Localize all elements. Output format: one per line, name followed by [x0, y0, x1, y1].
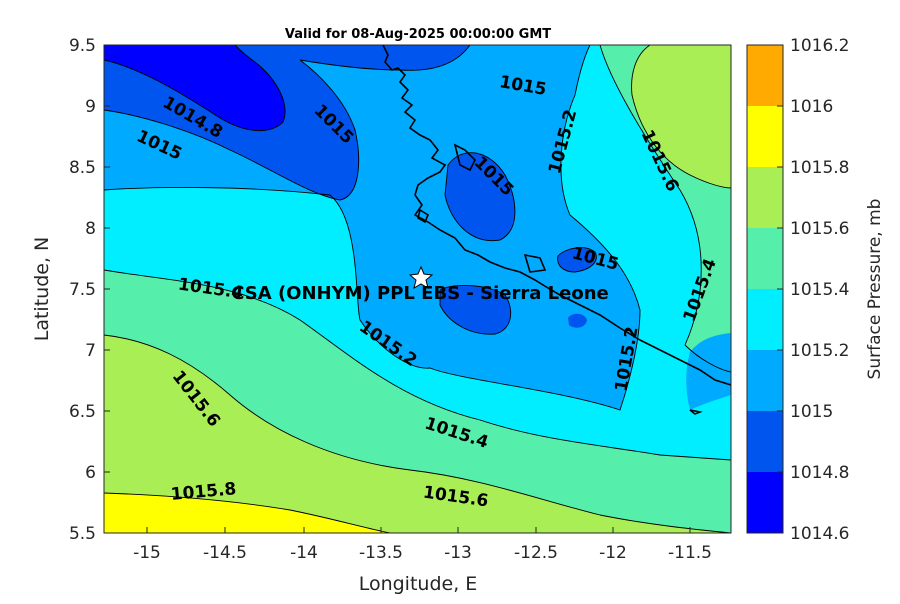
y-tick-label: 6 — [85, 463, 96, 483]
y-tick-label: 8 — [85, 219, 96, 239]
y-ticks — [104, 44, 110, 534]
colorbar-tick-label: 1015.8 — [790, 158, 849, 178]
colorbar-swatch — [747, 350, 783, 411]
x-tick-label: -14 — [290, 543, 318, 563]
colorbar-swatches — [747, 45, 783, 533]
colorbar-tick-label: 1015.6 — [790, 219, 849, 239]
y-tick-label: 7 — [85, 341, 96, 361]
x-tick-label: -11.5 — [668, 543, 712, 563]
y-axis: 9.5 9 8.5 8 7.5 7 6.5 6 5.5 Latitude, N — [31, 36, 110, 544]
y-tick-label: 9 — [85, 97, 96, 117]
contour-lines — [104, 45, 731, 533]
y-tick-label: 8.5 — [69, 158, 96, 178]
colorbar-tick-label: 1014.6 — [790, 524, 849, 544]
y-axis-label: Latitude, N — [31, 237, 53, 342]
fill-band-1014-6 — [104, 45, 285, 131]
colorbar-swatch — [747, 167, 783, 228]
fill-band-1014-8-center — [445, 152, 515, 241]
x-tick-label: -15 — [133, 543, 161, 563]
x-tick-label: -13.5 — [359, 543, 403, 563]
y-tick-label: 5.5 — [69, 524, 96, 544]
site-marker[interactable]: CSA (ONHYM) PPL EBS - Sierra Leone — [231, 265, 609, 304]
colorbar-ticks — [777, 44, 783, 534]
colorbar-tick-label: 1015 — [790, 402, 833, 422]
fill-band-1014-8-dot — [568, 313, 587, 328]
fill-band-1015-6-right — [631, 45, 731, 188]
colorbar-swatch — [747, 45, 783, 106]
fill-band-1015-8 — [104, 493, 390, 533]
x-tick-label: -12.5 — [514, 543, 558, 563]
star-icon — [408, 265, 434, 290]
contour-fill-layer — [104, 45, 731, 533]
colorbar-label: Surface Pressure, mb — [865, 199, 885, 380]
fill-band-1015-6-lower — [104, 335, 731, 533]
colorbar-tick-label: 1016 — [790, 97, 833, 117]
colorbar-swatch — [747, 472, 783, 533]
colorbar-swatch — [747, 411, 783, 472]
y-tick-label: 6.5 — [69, 402, 96, 422]
coastline — [382, 45, 731, 415]
site-label: CSA (ONHYM) PPL EBS - Sierra Leone — [231, 283, 608, 304]
x-tick-label: -13 — [444, 543, 472, 563]
colorbar-tick-label: 1015.2 — [790, 341, 849, 361]
colorbar-swatch — [747, 228, 783, 289]
colorbar-swatch — [747, 289, 783, 350]
x-tick-label: -12 — [599, 543, 627, 563]
map-title: Valid for 08-Aug-2025 00:00:00 GMT — [285, 27, 551, 42]
x-axis: -15 -14.5 -14 -13.5 -13 -12.5 -12 -11.5 … — [133, 527, 712, 595]
fill-band-1015-0-east — [686, 333, 731, 410]
x-axis-label: Longitude, E — [359, 573, 478, 595]
colorbar-tick-label: 1014.8 — [790, 463, 849, 483]
colorbar: 1016.2 1016 1015.8 1015.6 1015.4 1015.2 … — [746, 36, 885, 544]
x-ticks — [146, 527, 691, 533]
fill-band-1014-8-south — [440, 285, 511, 335]
colorbar-tick-label: 1015.4 — [790, 280, 849, 300]
colorbar-tick-label: 1016.2 — [790, 36, 849, 56]
y-tick-label: 9.5 — [69, 36, 96, 56]
colorbar-swatch — [747, 106, 783, 167]
x-tick-label: -14.5 — [203, 543, 247, 563]
fill-band-1014-8-small — [557, 247, 597, 272]
y-tick-label: 7.5 — [69, 280, 96, 300]
